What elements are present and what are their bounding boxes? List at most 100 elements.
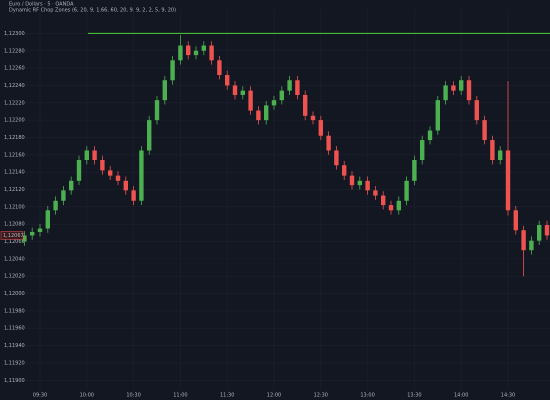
candle-body — [186, 45, 191, 56]
candle-body — [154, 100, 160, 121]
candle-body — [513, 210, 518, 231]
y-tick-label: 1,12140 — [4, 170, 25, 176]
candle-body — [443, 85, 448, 101]
y-tick-label: 1,12160 — [4, 152, 25, 158]
candle-body — [53, 200, 58, 211]
y-tick-label: 1,12300 — [4, 31, 25, 37]
candle-body — [37, 228, 43, 232]
candle-body — [420, 140, 425, 161]
candle-body — [100, 160, 105, 171]
y-tick-label: 1,12100 — [4, 204, 25, 210]
candle-body — [544, 225, 550, 236]
candle-body — [279, 90, 284, 101]
candle-body — [381, 195, 386, 206]
candle-body — [459, 80, 464, 91]
y-tick-label: 1,12220 — [4, 100, 25, 106]
candle-body — [466, 80, 472, 101]
candle-body — [451, 85, 456, 91]
candle-body — [256, 110, 261, 121]
y-tick-label: 1,12060 — [4, 239, 25, 245]
candle-body — [334, 150, 339, 166]
candle-body — [201, 45, 206, 51]
y-tick-label: 1,11980 — [4, 308, 25, 314]
candle-body — [505, 150, 511, 211]
x-tick-label: 14:00 — [454, 393, 468, 399]
x-tick-label: 11:30 — [220, 393, 234, 399]
x-tick-label: 13:00 — [360, 393, 374, 399]
y-tick-label: 1,12260 — [4, 66, 25, 72]
candle-body — [178, 45, 183, 61]
candle-body — [349, 175, 355, 186]
candle-body — [225, 75, 230, 86]
x-tick-label: 11:00 — [173, 393, 187, 399]
x-tick-label: 10:00 — [80, 393, 94, 399]
candle-body — [217, 60, 222, 76]
candle-body — [537, 225, 542, 241]
candle-body — [435, 100, 440, 131]
candle-body — [123, 180, 128, 191]
indicator-label: Dynamic RF Chop Zones (6, 20, 9, 1.66, 6… — [9, 8, 176, 14]
y-tick-label: 1,11900 — [4, 378, 25, 384]
last-price-label: 1,12067 — [3, 233, 24, 239]
candle-body — [264, 105, 269, 121]
candle-body — [170, 60, 175, 81]
y-tick-label: 1,12240 — [4, 83, 25, 89]
y-tick-label: 1,11940 — [4, 343, 25, 349]
candle-body — [295, 80, 300, 95]
y-tick-label: 1,11960 — [4, 326, 25, 332]
header: Euro / Dollars · 5 · OANDA — [9, 2, 74, 8]
candle-body — [240, 90, 245, 95]
candle-body — [388, 205, 394, 211]
candle-body — [490, 140, 495, 161]
y-tick-label: 1,12120 — [4, 187, 25, 193]
y-tick-label: 1,12080 — [4, 222, 25, 228]
x-tick-label: 09:30 — [33, 393, 47, 399]
candle-body — [412, 160, 417, 181]
candle-body — [115, 175, 121, 181]
candle-body — [318, 120, 323, 136]
candle-body — [76, 160, 82, 181]
candle-body — [92, 150, 97, 161]
candle-body — [108, 170, 113, 176]
x-tick-label: 13:30 — [407, 393, 421, 399]
last-price-box — [0, 231, 24, 240]
candle-body — [373, 190, 378, 196]
x-tick-label: 10:30 — [126, 393, 140, 399]
candle-body — [84, 150, 89, 161]
candle-body — [342, 165, 347, 176]
candle-body — [482, 120, 487, 141]
candle-body — [404, 180, 409, 201]
y-tick-label: 1,11920 — [4, 360, 25, 366]
x-tick-label: 12:30 — [314, 393, 328, 399]
candle-body — [61, 190, 66, 201]
candle-body — [396, 200, 401, 211]
candle-body — [498, 150, 503, 161]
candle-body — [69, 180, 74, 191]
candle-body — [474, 100, 479, 121]
candle-body — [45, 210, 50, 229]
candle-body — [357, 180, 362, 186]
y-tick-label: 1,12020 — [4, 274, 25, 280]
candle-body — [30, 231, 35, 236]
candle-body — [427, 130, 433, 141]
y-tick-label: 1,12200 — [4, 118, 25, 124]
candle-body — [22, 235, 27, 242]
candle-body — [310, 115, 316, 121]
candle-body — [131, 190, 136, 201]
y-tick-label: 1,12040 — [4, 256, 25, 262]
x-tick-label: 12:00 — [267, 393, 281, 399]
candle-body — [521, 230, 526, 251]
candle-body — [193, 50, 199, 56]
candle-body — [287, 80, 292, 91]
candle-body — [271, 100, 277, 106]
y-tick-label: 1,12180 — [4, 135, 25, 141]
candle-body — [139, 150, 144, 201]
candle-body — [365, 180, 370, 191]
candle-body — [147, 120, 152, 151]
candle-body — [162, 80, 167, 101]
candle-body — [529, 240, 534, 251]
y-tick-label: 1,12280 — [4, 48, 25, 54]
candle-body — [232, 85, 238, 95]
